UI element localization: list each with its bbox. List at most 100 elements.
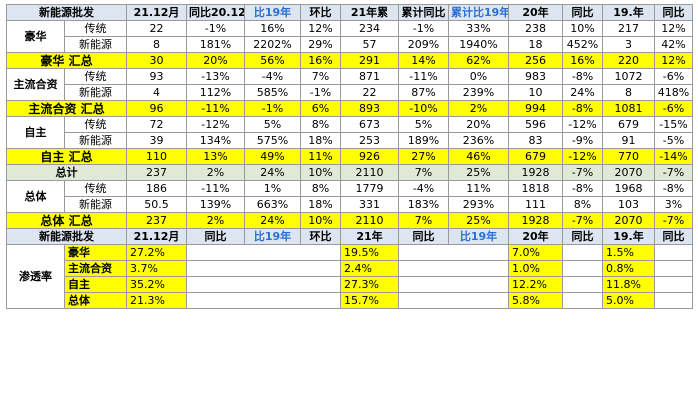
penetration-month: 21.3% (126, 292, 187, 309)
empty-cell (654, 292, 693, 309)
penetration-2021: 19.5% (340, 244, 399, 261)
value-cell: 33% (448, 20, 509, 37)
value-cell: 22 (126, 20, 187, 37)
penetration-2020: 7.0% (508, 244, 563, 261)
value-cell: 24% (244, 212, 301, 229)
value-cell: 673 (340, 116, 399, 133)
value-cell: 62% (448, 52, 509, 69)
value-cell: -12% (562, 148, 603, 165)
value-cell: 585% (244, 84, 301, 101)
value-cell: 2070 (602, 164, 655, 181)
header-cell: 同比 (654, 4, 693, 21)
value-cell: -7% (562, 212, 603, 229)
penetration-month: 3.7% (126, 260, 187, 277)
table-row: 新能源 50.5 139% 663% 18% 331 183% 293% 111 8% 103 3% (7, 196, 693, 213)
value-cell: 983 (508, 68, 563, 85)
table-row: 主流合资 传统 93 -13% -4% 7% 871 -11% 0% 983 -8% 1072 -6% (6, 68, 693, 101)
penetration-2020: 12.2% (508, 276, 563, 293)
penetration-row: 渗透率 豪华 27.2% 19.5% 7.0% 1.5% (6, 244, 693, 309)
value-cell: -7% (654, 164, 693, 181)
value-cell: 236% (448, 132, 509, 149)
header2-cell: 21.12月 (126, 228, 187, 245)
value-cell: 871 (340, 68, 399, 85)
table-row: 总体 传统 186 -11% 1% 8% 1779 -4% 11% 1818 -8% 1968 -8% (6, 180, 693, 213)
value-cell: 5% (398, 116, 449, 133)
header2-cell: 比19年 (448, 228, 509, 245)
value-cell: 10% (300, 212, 341, 229)
table-row: 新能源 4 112% 585% -1% 22 87% 239% 10 24% 8 418% (7, 84, 693, 101)
category-label: 豪华 (6, 20, 65, 53)
value-cell: 27% (398, 148, 449, 165)
header-cell: 累计比19年 (448, 4, 509, 21)
header-cell: 21年累 (340, 4, 399, 21)
value-cell: 893 (340, 100, 399, 117)
value-cell: 42% (654, 36, 693, 53)
empty-cell (186, 244, 341, 261)
value-cell: 3 (602, 36, 655, 53)
empty-cell (186, 292, 341, 309)
value-cell: 10% (300, 164, 341, 181)
empty-cell (562, 292, 603, 309)
summary-row: 主流合资 汇总 96 -11% -1% 6% 893 -10% 2% 994 -8% 1081 -6% (6, 100, 693, 117)
total-row: 总计 237 2% 24% 10% 2110 7% 25% 1928 -7% 2070 -7% (6, 164, 693, 181)
value-cell: 237 (126, 212, 187, 229)
header2-cell: 同比 (186, 228, 245, 245)
penetration-name: 总体 (64, 292, 127, 309)
penetration-month: 27.2% (126, 244, 187, 261)
value-cell: 11% (448, 180, 509, 197)
value-cell: 8% (562, 196, 603, 213)
value-cell: 2110 (340, 164, 399, 181)
summary-row: 自主 汇总 110 13% 49% 11% 926 27% 46% 679 -12% 770 -14% (6, 148, 693, 165)
value-cell: 20% (448, 116, 509, 133)
value-cell: 49% (244, 148, 301, 165)
value-cell: -7% (654, 212, 693, 229)
empty-cell (186, 276, 341, 293)
subcategory-label: 新能源 (64, 196, 127, 213)
value-cell: 770 (602, 148, 655, 165)
header2-cell: 同比 (654, 228, 693, 245)
value-cell: 217 (602, 20, 655, 37)
table-body: 新能源批发 21.12月 同比20.12 比19年 环比 21年累 累计同比 累计比19年 20… (6, 4, 693, 309)
header2-cell: 21年 (340, 228, 399, 245)
table-row: 豪华 传统 22 -1% 16% 12% 234 -1% 33% 238 10% 217 12% (6, 20, 693, 53)
penetration-2019: 1.5% (602, 244, 655, 261)
value-cell: 7% (398, 212, 449, 229)
header-cell: 20年 (508, 4, 563, 21)
category-label: 主流合资 (6, 68, 65, 101)
value-cell: -15% (654, 116, 693, 133)
empty-cell (398, 244, 509, 261)
summary-row: 豪华 汇总 30 20% 56% 16% 291 14% 62% 256 16% 220 12% (6, 52, 693, 69)
value-cell: 293% (448, 196, 509, 213)
empty-cell (562, 276, 603, 293)
row-label: 主流合资 汇总 (6, 100, 127, 117)
value-cell: -11% (186, 100, 245, 117)
value-cell: 50.5 (126, 196, 187, 213)
value-cell: 2070 (602, 212, 655, 229)
subcategory-label: 传统 (64, 20, 127, 37)
value-cell: 679 (508, 148, 563, 165)
value-cell: 1818 (508, 180, 563, 197)
value-cell: -11% (186, 180, 245, 197)
value-cell: 220 (602, 52, 655, 69)
value-cell: -6% (654, 68, 693, 85)
penetration-month: 35.2% (126, 276, 187, 293)
value-cell: 18% (300, 132, 341, 149)
value-cell: 8% (300, 180, 341, 197)
subcategory-label: 传统 (64, 68, 127, 85)
value-cell: 83 (508, 132, 563, 149)
value-cell: 239% (448, 84, 509, 101)
value-cell: -12% (186, 116, 245, 133)
value-cell: 8 (602, 84, 655, 101)
value-cell: 8 (126, 36, 187, 53)
value-cell: 72 (126, 116, 187, 133)
value-cell: 22 (340, 84, 399, 101)
header-cell: 新能源批发 (6, 4, 127, 21)
penetration-row: 总体 21.3% 15.7% 5.8% 5.0% (7, 292, 693, 309)
value-cell: -8% (562, 100, 603, 117)
value-cell: -4% (398, 180, 449, 197)
value-cell: 10% (562, 20, 603, 37)
value-cell: 253 (340, 132, 399, 149)
value-cell: 291 (340, 52, 399, 69)
value-cell: 1072 (602, 68, 655, 85)
value-cell: 596 (508, 116, 563, 133)
